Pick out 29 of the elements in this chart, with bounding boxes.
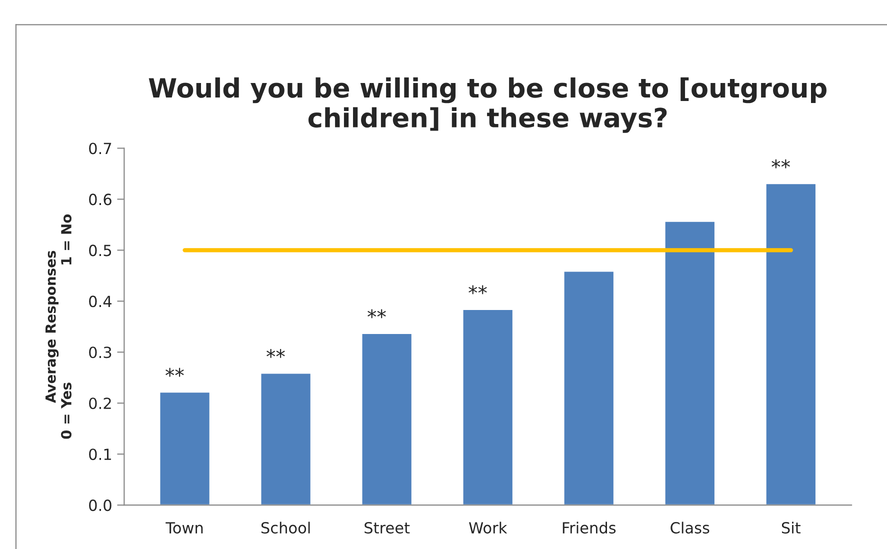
y-tick-label: 0.5 <box>89 244 112 256</box>
x-tick-label: Friends <box>562 522 616 534</box>
y-tick-label: 0.4 <box>89 296 112 308</box>
annotation: ** <box>468 285 487 294</box>
y-tick-label: 0.1 <box>89 448 111 460</box>
y-tick-label: 0.7 <box>89 142 112 154</box>
annotation: ** <box>772 159 790 168</box>
bar <box>260 372 312 506</box>
bar <box>664 220 716 506</box>
x-tick-label: School <box>261 522 310 534</box>
bar <box>462 308 514 506</box>
x-tick-label: Work <box>469 522 508 534</box>
y-tick-label: 0.2 <box>89 398 111 410</box>
annotation: ** <box>368 309 386 318</box>
x-tick-label: Class <box>670 522 710 534</box>
x-tick-label: Sit <box>782 522 801 534</box>
y-tick-label: 0.3 <box>89 346 112 358</box>
y-tick-label: 0.0 <box>89 500 112 512</box>
bar <box>764 182 817 506</box>
x-tick-label: Town <box>166 522 203 534</box>
chart-title: Would you be willing to be close to [outgroup children] in these ways? <box>148 77 826 133</box>
bar <box>158 391 211 506</box>
annotation: ** <box>266 349 285 358</box>
y-tick-label: 0.6 <box>89 194 112 206</box>
bar <box>562 270 615 506</box>
x-tick-label: Street <box>364 522 410 534</box>
annotation: ** <box>166 368 184 377</box>
bar <box>360 332 413 506</box>
y-axis-title: Average Responses 0 = Yes 1 = No <box>46 214 72 439</box>
